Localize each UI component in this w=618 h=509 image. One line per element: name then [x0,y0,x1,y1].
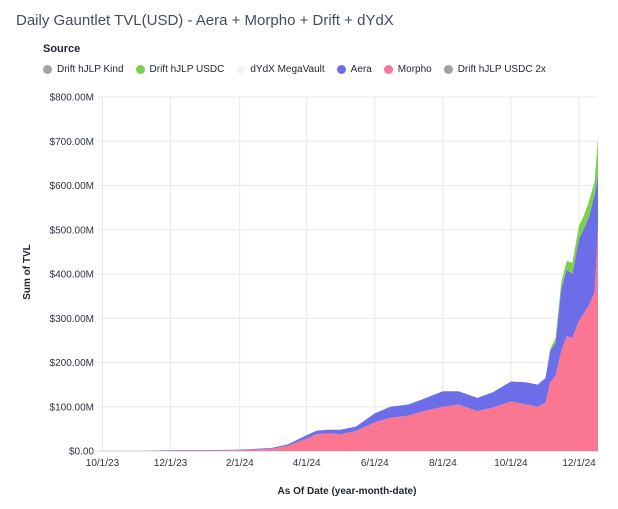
x-tick-label: 4/1/24 [293,458,321,469]
legend-swatch [336,65,346,74]
y-axis-ticks: $0.00 $100.00M $200.00M $300.00M $400.00M $50… [50,93,95,458]
y-tick-label: $0.00 [69,447,94,458]
x-tick-label: 8/1/24 [429,458,457,469]
chart-title: Daily Gauntlet TVL(USD) - Aera + Morpho … [16,12,394,29]
legend-item[interactable]: Aera [336,64,372,75]
y-tick-label: $400.00M [50,270,94,281]
legend-label: Drift hJLP USDC 2x [457,64,546,75]
legend-label: Drift hJLP Kind [57,64,124,75]
x-tick-label: 12/1/23 [154,458,188,469]
legend-item[interactable]: dYdX MegaVault [236,64,325,75]
legend-swatch [383,65,393,74]
x-tick-label: 10/1/24 [494,458,528,469]
legend-item[interactable]: Drift hJLP Kind [43,64,124,75]
legend-item[interactable]: Drift hJLP USDC 2x [443,64,546,75]
y-tick-label: $600.00M [50,181,94,192]
y-tick-label: $300.00M [50,314,94,325]
legend-item[interactable]: Morpho [383,64,432,75]
legend-label: Aera [350,64,372,75]
x-tick-label: 10/1/23 [86,458,120,469]
y-tick-label: $800.00M [50,93,94,104]
series-areas [102,132,598,451]
y-tick-label: $200.00M [50,358,94,369]
legend-label: dYdX MegaVault [250,64,325,75]
x-tick-label: 12/1/24 [562,458,596,469]
x-axis-label: As Of Date (year-month-date) [278,486,417,497]
legend-swatch [135,65,145,74]
legend-label: Morpho [397,64,432,75]
y-tick-label: $100.00M [50,402,94,413]
x-tick-label: 6/1/24 [361,458,389,469]
y-axis-label: Sum of TVL [22,244,33,300]
area-morpho[interactable] [102,227,598,451]
y-tick-label: $700.00M [50,137,94,148]
legend-title: Source [43,43,81,55]
legend-swatch [443,65,453,74]
grid [98,96,598,452]
legend-item[interactable]: Drift hJLP USDC [135,64,225,75]
x-tick-label: 2/1/24 [226,458,254,469]
legend: Drift hJLP Kind Drift hJLP USDC dYdX MegaV… [43,64,558,75]
legend-swatch [43,65,52,74]
x-axis-ticks: 10/1/23 12/1/23 2/1/24 4/1/24 6/1/24 8/1/24 10… [86,458,596,469]
y-tick-label: $500.00M [50,225,94,236]
legend-swatch [236,65,246,74]
legend-label: Drift hJLP USDC [149,64,225,75]
